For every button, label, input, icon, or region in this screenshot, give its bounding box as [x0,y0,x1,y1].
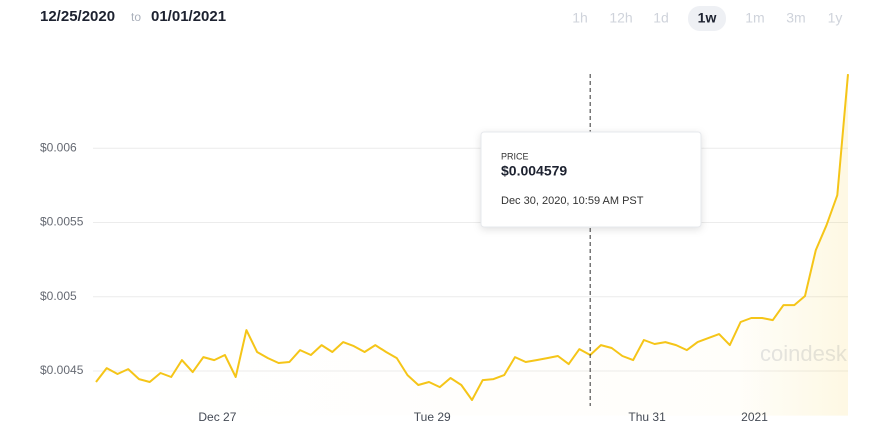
tooltip-label: PRICE [501,151,529,161]
date-from: 12/25/2020 [40,8,115,25]
date-separator: to [131,10,141,24]
price-line [95,74,849,401]
range-button[interactable]: 1y [828,10,843,26]
tooltip-value: $0.004579 [501,163,567,179]
tooltip-box [480,131,702,228]
y-tick-label: $0.006 [40,140,77,154]
tooltip-date: Dec 30, 2020, 10:59 AM PST [501,195,644,207]
range-button[interactable]: 1m [745,10,764,26]
tooltip: PRICE $0.004579 Dec 30, 2020, 10:59 AM PST [480,131,702,228]
range-button[interactable]: 3m [786,10,805,26]
range-selected-bg [688,6,726,31]
y-tick-label: $0.0045 [40,363,84,377]
date-to: 01/01/2021 [151,8,226,25]
range-button[interactable]: 1d [653,10,669,26]
y-tick-label: $0.005 [40,289,77,303]
range-button[interactable]: 12h [609,10,632,26]
y-tick-label: $0.0055 [40,215,84,229]
area-fill [96,74,848,416]
range-button[interactable]: 1h [572,10,588,26]
range-button[interactable]: 1w [698,10,717,26]
